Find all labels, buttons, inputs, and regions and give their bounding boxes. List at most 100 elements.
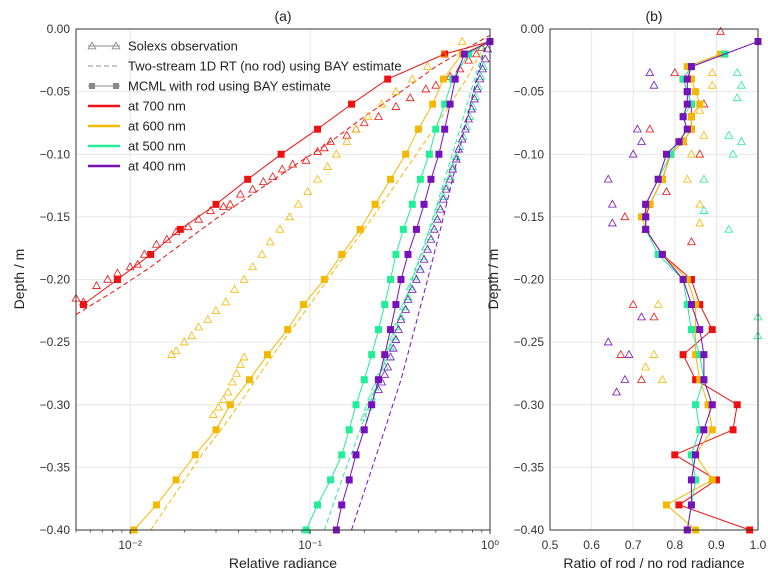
ratio-point-at-600-nm xyxy=(692,351,700,359)
y-tick-label-b: 0.00 xyxy=(521,22,545,36)
observation-point-at-400-nm xyxy=(464,114,474,123)
panel-b-title: (b) xyxy=(645,8,662,24)
mcml-point-at-500-nm xyxy=(432,125,440,133)
observation-point-at-700-nm xyxy=(471,49,481,58)
ratio-observation-at-400-nm xyxy=(603,337,613,346)
ratio-observation-at-700-nm xyxy=(649,312,659,321)
mcml-point-at-700-nm xyxy=(348,100,356,108)
ratio-observation-at-500-nm xyxy=(736,80,746,89)
mcml-point-at-700-nm xyxy=(277,150,285,158)
ratio-point-at-500-nm xyxy=(654,250,662,258)
ratio-point-at-400-nm xyxy=(692,451,700,459)
mcml-point-at-600-nm xyxy=(226,401,234,409)
ratio-point-at-500-nm xyxy=(687,451,695,459)
ratio-point-at-600-nm xyxy=(687,125,695,133)
plot-b-frame xyxy=(549,28,759,531)
ratio-point-at-600-nm xyxy=(679,138,687,146)
ratio-point-at-400-nm xyxy=(687,476,695,484)
ratio-point-at-500-nm xyxy=(687,100,695,108)
legend: Solexs observation Two-stream 1D RT (no r… xyxy=(87,39,402,174)
observation-point-at-600-nm xyxy=(248,262,258,271)
ratio-point-at-400-nm xyxy=(683,125,691,133)
observation-point-at-400-nm xyxy=(383,362,393,371)
observation-point-at-600-nm xyxy=(194,322,204,331)
ratio-observation-at-400-nm xyxy=(603,174,613,183)
legend-swatch-square xyxy=(89,83,95,89)
ratio-observation-at-600-nm xyxy=(695,199,705,208)
y-tick-label-a: −0.35 xyxy=(40,460,71,474)
ratio-point-at-400-nm xyxy=(675,138,683,146)
observation-point-at-600-nm xyxy=(351,124,361,133)
ratio-point-at-500-nm xyxy=(679,75,687,83)
observation-point-at-600-nm xyxy=(323,161,332,170)
mcml-point-at-600-nm xyxy=(152,501,160,509)
ratio-observation-at-600-nm xyxy=(657,374,667,383)
observation-point-at-700-nm xyxy=(151,239,161,248)
observation-point-at-700-nm xyxy=(431,80,441,89)
mcml-point-at-400-nm xyxy=(338,501,346,509)
observation-point-at-500-nm xyxy=(479,61,488,70)
observation-point-at-400-nm xyxy=(435,204,445,213)
observation-point-at-400-nm xyxy=(441,184,451,193)
mcml-point-at-500-nm xyxy=(327,476,335,484)
series-b xyxy=(603,26,763,534)
observation-point-at-400-nm xyxy=(432,214,442,223)
mcml-point-at-400-nm xyxy=(392,301,400,309)
observation-point-at-700-nm xyxy=(313,146,323,155)
legend-label: at 600 nm xyxy=(128,119,186,134)
legend-item-at-600-nm: at 600 nm xyxy=(88,119,186,134)
y-tick-label-a: −0.05 xyxy=(40,85,71,99)
observation-point-at-600-nm xyxy=(203,314,213,323)
mcml-point-at-400-nm xyxy=(387,326,395,334)
ratio-point-at-600-nm xyxy=(658,175,666,183)
mcml-point-at-600-nm xyxy=(414,125,422,133)
observation-point-at-700-nm xyxy=(464,55,474,64)
ratio-point-at-400-nm xyxy=(683,75,691,83)
observation-point-at-700-nm xyxy=(133,259,143,268)
ratio-observation-at-700-nm xyxy=(695,149,705,158)
ratio-point-at-700-nm xyxy=(729,426,737,434)
y-tick-label-b: −0.35 xyxy=(514,460,545,474)
legend-label: Two-stream 1D RT (no rod) using BAY esti… xyxy=(128,59,402,74)
mcml-point-at-500-nm xyxy=(352,401,360,409)
observation-point-at-400-nm xyxy=(438,194,448,203)
ratio-point-at-600-nm xyxy=(692,88,700,96)
ratio-observation-at-400-nm xyxy=(628,149,638,158)
mcml-point-at-400-nm xyxy=(381,351,389,359)
observation-point-at-500-nm xyxy=(359,412,369,421)
twostream-line-at-700-nm xyxy=(75,34,491,316)
observation-point-at-600-nm xyxy=(257,249,267,258)
ratio-observation-at-700-nm xyxy=(645,124,655,133)
ratio-point-at-400-nm xyxy=(700,351,708,359)
observation-point-at-700-nm xyxy=(92,280,101,289)
y-tick-label-b: −0.30 xyxy=(514,398,545,412)
observation-point-at-500-nm xyxy=(441,181,451,191)
x-tick-label-b: 0.8 xyxy=(666,538,683,552)
mcml-point-at-500-nm xyxy=(314,501,322,509)
ratio-point-at-400-nm xyxy=(642,225,650,233)
ratio-observation-at-600-nm xyxy=(649,349,659,358)
series-b-at-400-nm xyxy=(603,38,762,534)
mcml-line-at-700-nm xyxy=(83,41,491,305)
observation-point-at-700-nm xyxy=(405,93,415,102)
observation-point-at-400-nm xyxy=(391,334,401,343)
observation-point-at-700-nm xyxy=(206,205,216,214)
y-tick-label-b: −0.25 xyxy=(514,335,545,349)
observation-point-at-600-nm xyxy=(239,274,249,283)
observation-point-at-400-nm xyxy=(426,234,436,243)
twostream-line-at-400-nm xyxy=(351,41,488,531)
mcml-point-at-700-nm xyxy=(441,50,449,58)
observation-point-at-600-nm xyxy=(275,224,285,233)
mcml-point-at-700-nm xyxy=(212,200,220,208)
ratio-point-at-500-nm xyxy=(667,150,675,158)
ratio-observation-at-400-nm xyxy=(612,387,622,396)
observation-point-at-600-nm xyxy=(218,394,228,403)
observation-point-at-400-nm xyxy=(415,264,425,273)
observation-point-at-400-nm xyxy=(457,134,467,143)
observation-point-at-500-nm xyxy=(451,151,461,160)
x-tick-label-b: 0.5 xyxy=(542,538,559,552)
ratio-point-at-400-nm xyxy=(696,326,704,334)
observation-point-at-400-nm xyxy=(467,104,477,113)
mcml-point-at-400-nm xyxy=(368,401,376,409)
